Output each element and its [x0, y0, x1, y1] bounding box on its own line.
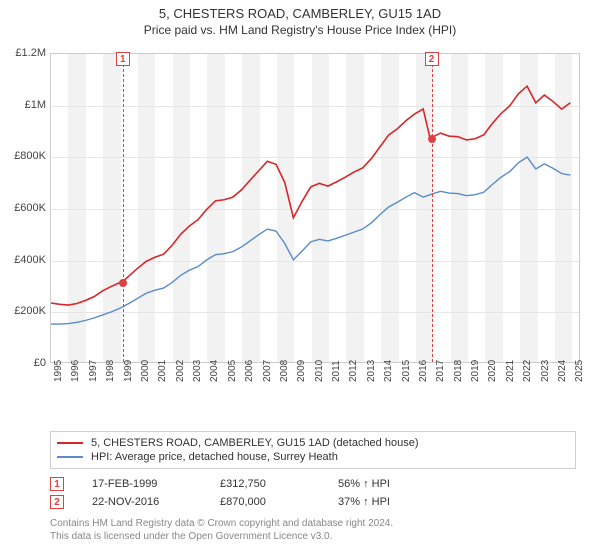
series-price_paid: [51, 86, 570, 305]
series-hpi: [51, 157, 570, 324]
x-tick-label: 2000: [140, 360, 151, 382]
marker-table-date: 17-FEB-1999: [92, 478, 202, 490]
footnote-line-2: This data is licensed under the Open Gov…: [50, 531, 332, 542]
x-tick-label: 2009: [296, 360, 307, 382]
x-tick-label: 2018: [453, 360, 464, 382]
x-tick-label: 2020: [487, 360, 498, 382]
marker-table-flag: 2: [50, 495, 64, 509]
x-tick-label: 2019: [470, 360, 481, 382]
marker-table-flag: 1: [50, 477, 64, 491]
marker-flag: 2: [425, 52, 439, 66]
y-tick-label: £1.2M: [0, 47, 46, 59]
x-tick-label: 2008: [279, 360, 290, 382]
chart-title: 5, CHESTERS ROAD, CAMBERLEY, GU15 1AD: [0, 0, 600, 21]
x-tick-label: 1997: [88, 360, 99, 382]
x-tick-label: 2002: [175, 360, 186, 382]
x-tick-label: 2024: [557, 360, 568, 382]
y-tick-label: £600K: [0, 202, 46, 214]
marker-flag: 1: [116, 52, 130, 66]
x-tick-label: 2023: [540, 360, 551, 382]
line-series-svg: [51, 54, 579, 362]
x-tick-label: 2017: [435, 360, 446, 382]
chart-area: £0£200K£400K£600K£800K£1M£1.2M 12 199519…: [0, 43, 600, 423]
x-tick-label: 2011: [331, 360, 342, 382]
x-tick-label: 1998: [105, 360, 116, 382]
y-tick-label: £0: [0, 357, 46, 369]
y-tick-label: £800K: [0, 150, 46, 162]
x-tick-label: 2021: [505, 360, 516, 382]
chart-subtitle: Price paid vs. HM Land Registry's House …: [0, 21, 600, 43]
x-tick-label: 1996: [70, 360, 81, 382]
marker-table-row: 2 22-NOV-2016 £870,000 37% ↑ HPI: [50, 493, 576, 511]
marker-table-pct: 56% ↑ HPI: [338, 478, 458, 490]
x-tick-label: 2010: [314, 360, 325, 382]
x-tick-label: 2022: [522, 360, 533, 382]
y-tick-label: £400K: [0, 254, 46, 266]
x-tick-label: 2005: [227, 360, 238, 382]
x-tick-label: 2013: [366, 360, 377, 382]
footnote-line-1: Contains HM Land Registry data © Crown c…: [50, 518, 393, 529]
legend: 5, CHESTERS ROAD, CAMBERLEY, GU15 1AD (d…: [50, 431, 576, 469]
x-tick-label: 2004: [209, 360, 220, 382]
legend-item: HPI: Average price, detached house, Surr…: [57, 450, 569, 464]
y-tick-label: £1M: [0, 99, 46, 111]
legend-swatch: [57, 442, 83, 444]
marker-table: 1 17-FEB-1999 £312,750 56% ↑ HPI 2 22-NOV-201…: [50, 475, 576, 511]
plot-area: 12: [50, 53, 580, 363]
legend-item: 5, CHESTERS ROAD, CAMBERLEY, GU15 1AD (d…: [57, 436, 569, 450]
x-tick-label: 2014: [383, 360, 394, 382]
x-tick-label: 2016: [418, 360, 429, 382]
marker-dot: [119, 279, 127, 287]
x-tick-label: 1995: [53, 360, 64, 382]
marker-table-price: £312,750: [220, 478, 320, 490]
legend-swatch: [57, 456, 83, 458]
x-tick-label: 1999: [123, 360, 134, 382]
marker-table-row: 1 17-FEB-1999 £312,750 56% ↑ HPI: [50, 475, 576, 493]
x-tick-label: 2025: [574, 360, 585, 382]
x-tick-label: 2006: [244, 360, 255, 382]
x-tick-label: 2012: [348, 360, 359, 382]
y-tick-label: £200K: [0, 305, 46, 317]
x-tick-label: 2007: [262, 360, 273, 382]
legend-label: HPI: Average price, detached house, Surr…: [91, 451, 338, 463]
marker-table-pct: 37% ↑ HPI: [338, 496, 458, 508]
attribution-footnote: Contains HM Land Registry data © Crown c…: [50, 517, 576, 543]
marker-dot: [428, 135, 436, 143]
marker-table-price: £870,000: [220, 496, 320, 508]
x-tick-label: 2015: [401, 360, 412, 382]
legend-label: 5, CHESTERS ROAD, CAMBERLEY, GU15 1AD (d…: [91, 437, 419, 449]
x-tick-label: 2001: [157, 360, 168, 382]
x-tick-label: 2003: [192, 360, 203, 382]
marker-table-date: 22-NOV-2016: [92, 496, 202, 508]
